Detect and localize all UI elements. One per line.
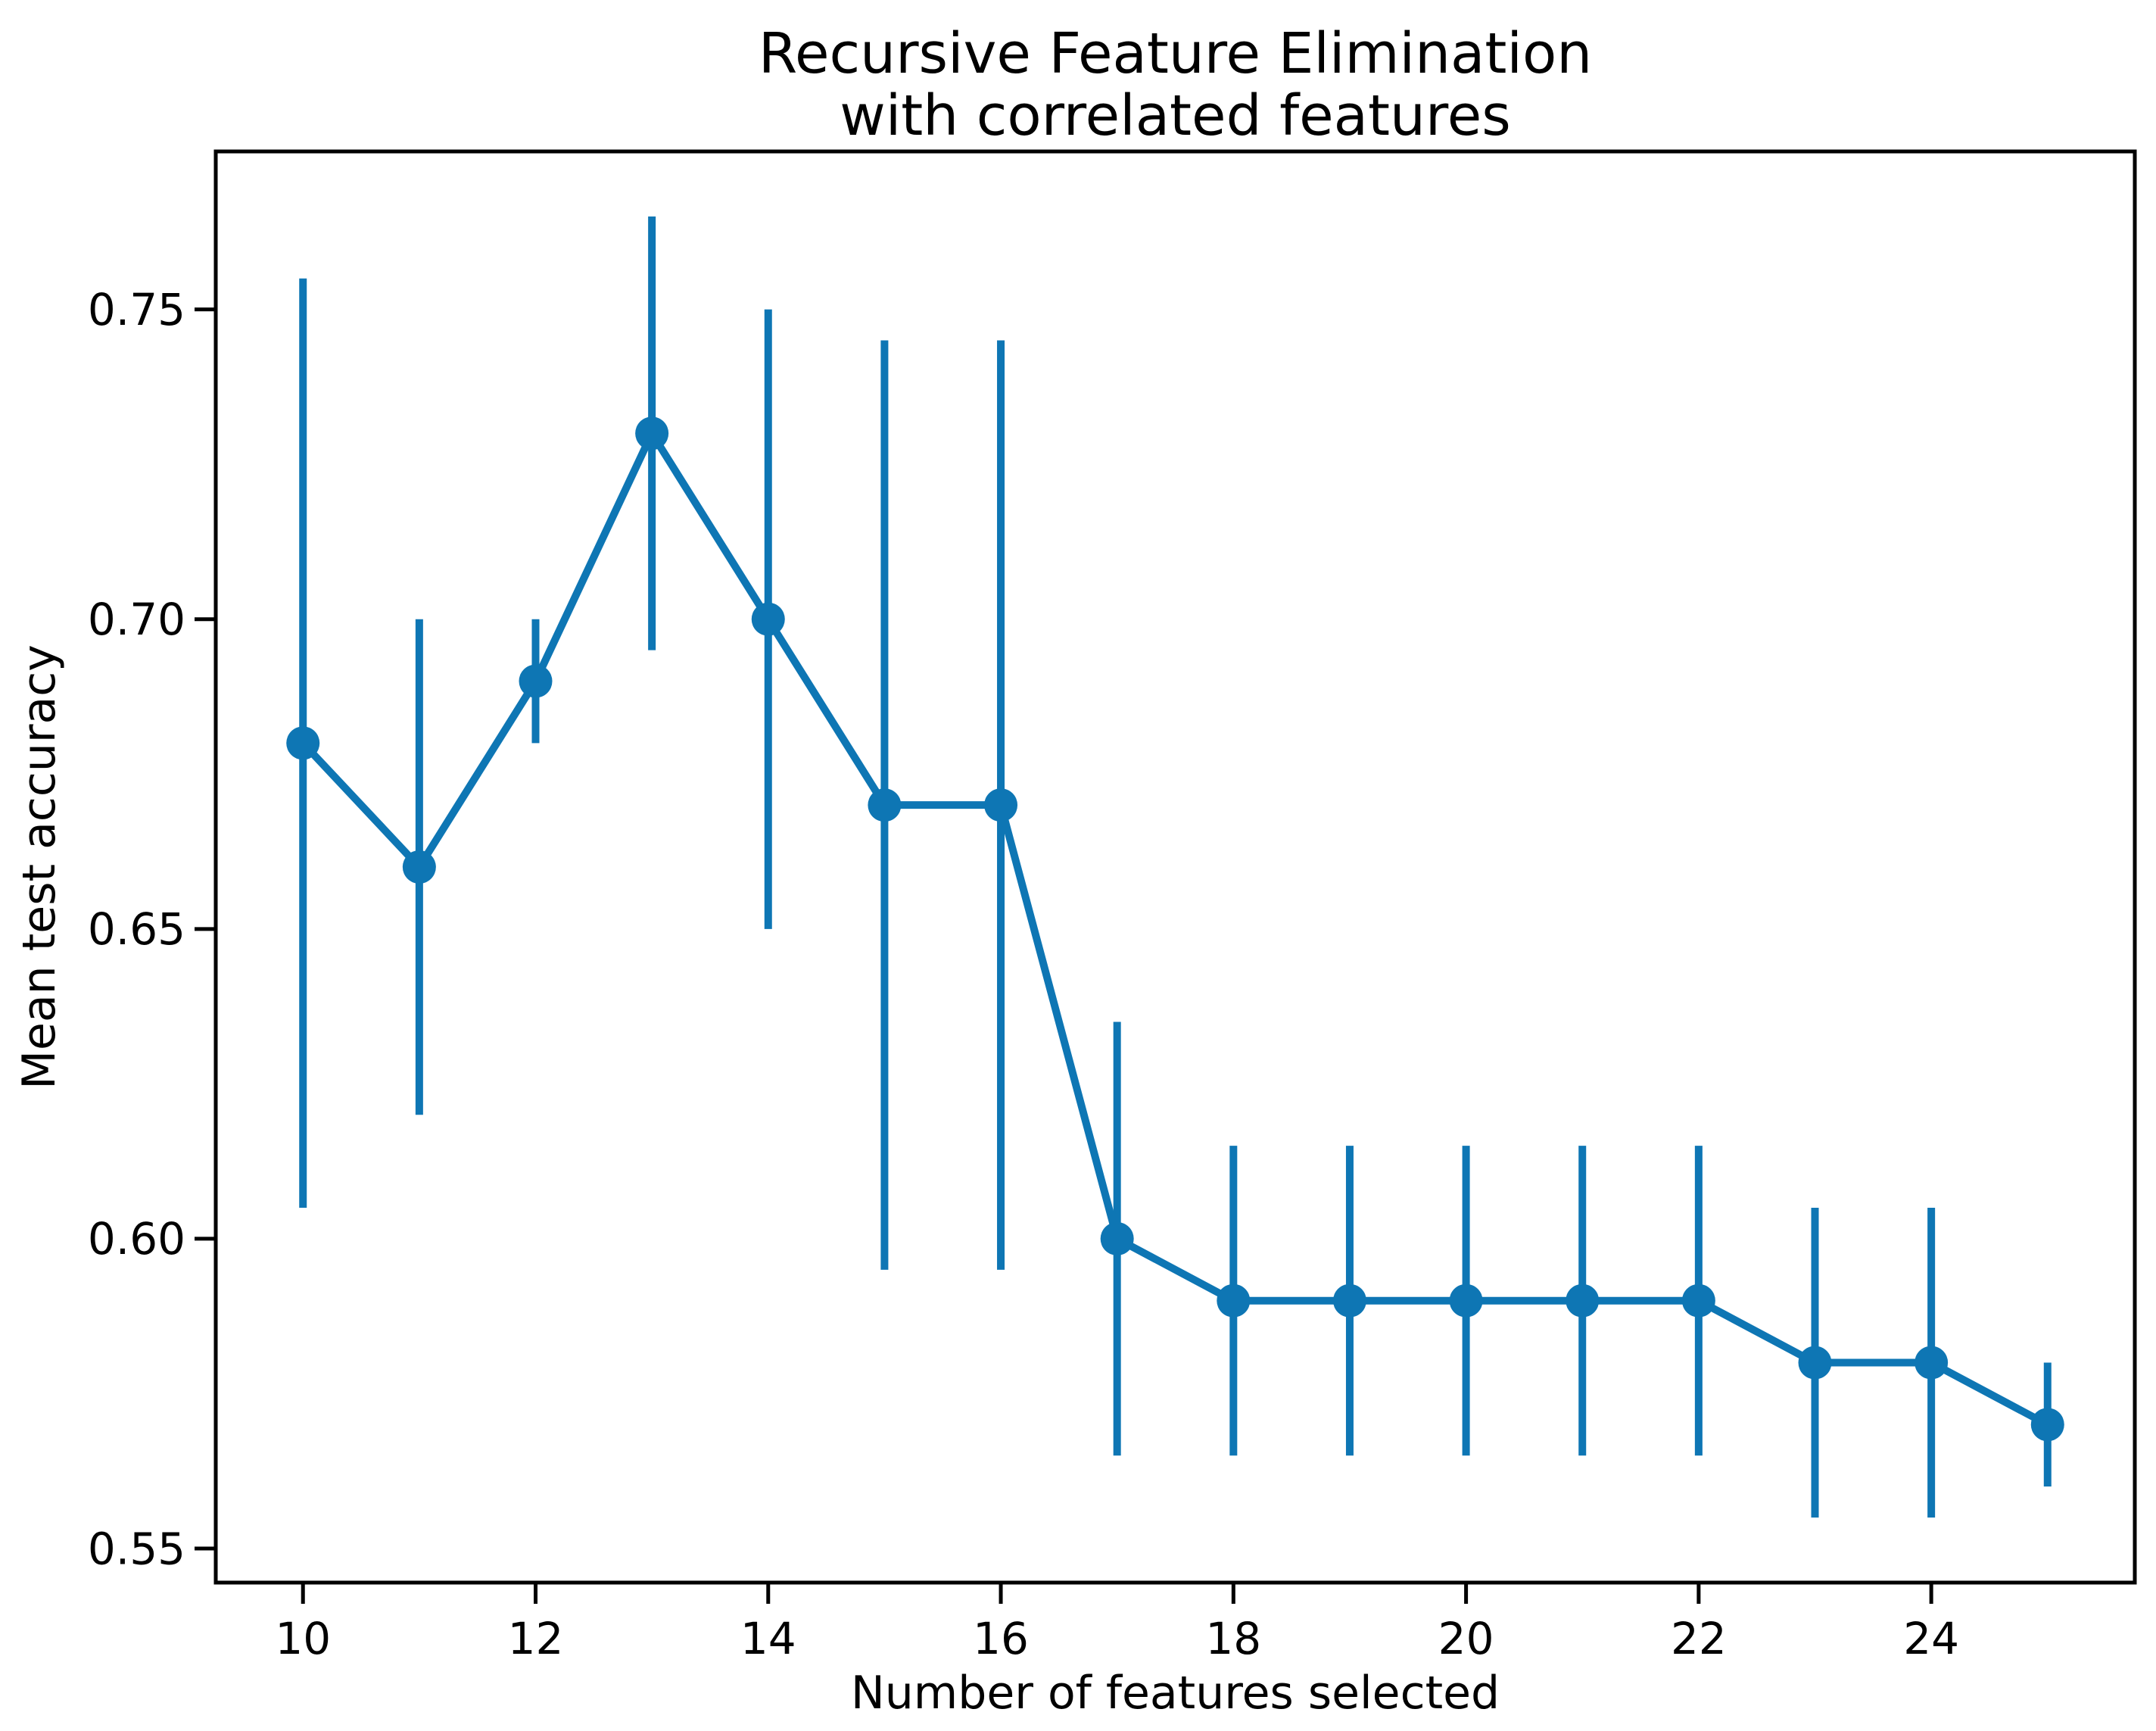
- chart-title-line-2: with correlated features: [840, 83, 1511, 148]
- data-point-marker: [1449, 1283, 1483, 1318]
- x-tick-label: 20: [1438, 1613, 1494, 1664]
- data-point-marker: [868, 788, 902, 822]
- x-tick-label: 14: [740, 1613, 796, 1664]
- y-tick-label: 0.55: [88, 1523, 185, 1574]
- x-axis-label: Number of features selected: [851, 1667, 1500, 1720]
- data-point-marker: [286, 726, 320, 760]
- y-tick-label: 0.75: [88, 284, 185, 335]
- series-line: [299, 429, 2052, 1429]
- data-point-marker: [1915, 1346, 1949, 1380]
- y-axis-label: Mean test accuracy: [13, 644, 66, 1090]
- x-tick-label: 12: [508, 1613, 564, 1664]
- x-tick-label: 10: [275, 1613, 331, 1664]
- data-point-marker: [984, 788, 1018, 822]
- data-point-marker: [519, 664, 553, 698]
- y-tick-label: 0.70: [88, 594, 185, 645]
- data-point-marker: [635, 416, 669, 451]
- data-point-marker: [1100, 1221, 1134, 1255]
- x-tick-label: 22: [1671, 1613, 1727, 1664]
- data-point-marker: [1566, 1283, 1600, 1318]
- x-tick-label: 16: [973, 1613, 1029, 1664]
- chart-title-line-1: Recursive Feature Elimination: [759, 21, 1592, 86]
- data-point-marker: [1798, 1346, 1832, 1380]
- y-tick-label: 0.60: [88, 1213, 185, 1265]
- x-tick-label: 18: [1205, 1613, 1261, 1664]
- x-tick-label: 24: [1903, 1613, 1959, 1664]
- data-point-marker: [751, 602, 785, 636]
- data-point-marker: [1332, 1283, 1366, 1318]
- data-point-marker: [1217, 1283, 1251, 1318]
- data-point-marker: [2030, 1408, 2064, 1442]
- data-point-marker: [1681, 1283, 1715, 1318]
- axes-box: [213, 149, 2137, 1585]
- data-point-marker: [402, 850, 436, 884]
- y-tick-label: 0.65: [88, 903, 185, 955]
